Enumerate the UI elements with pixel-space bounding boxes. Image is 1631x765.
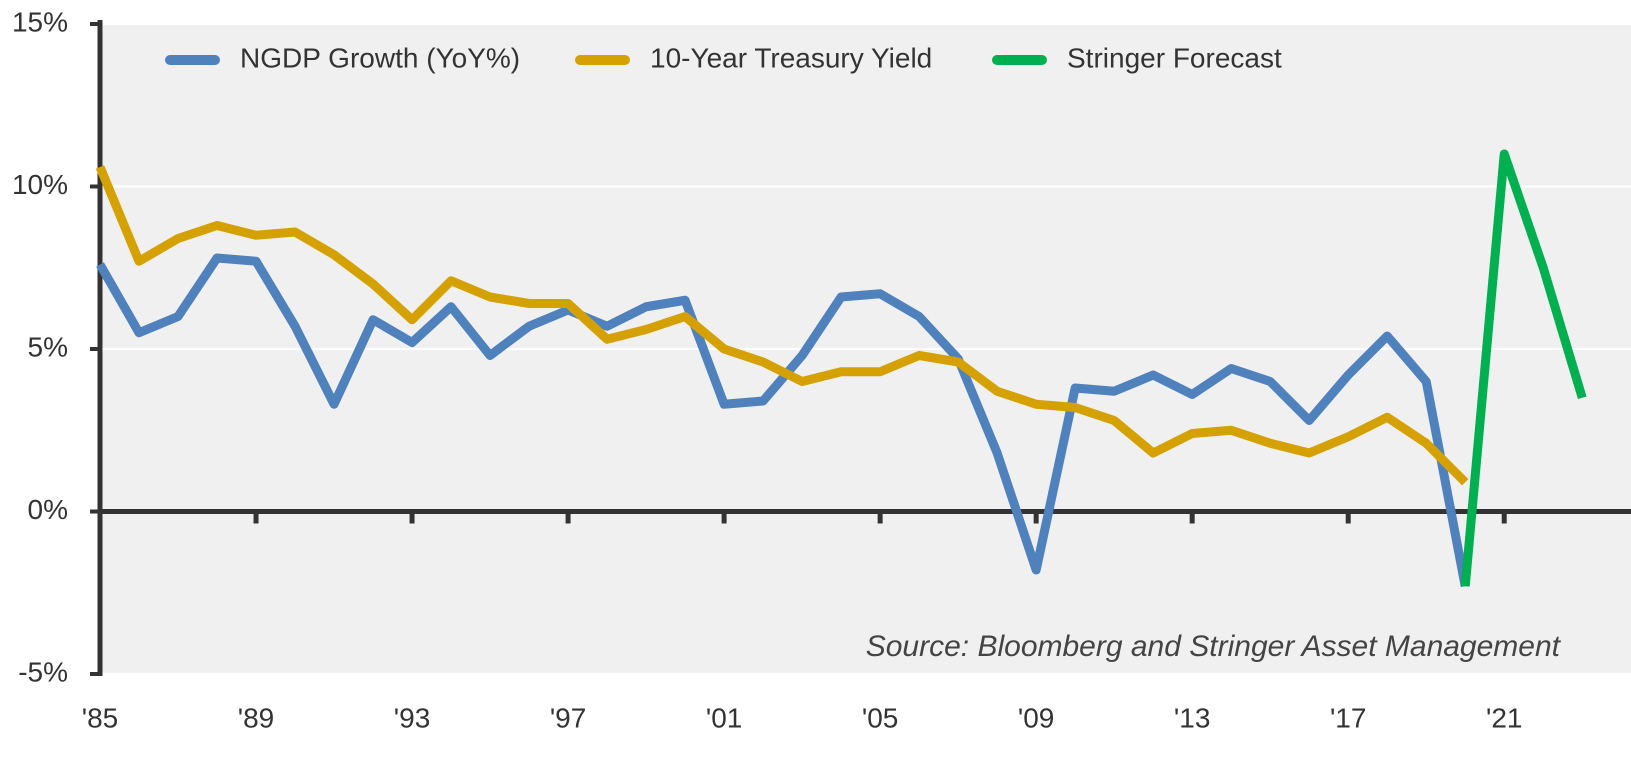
x-tick-label: '97 (550, 702, 587, 733)
x-tick-label: '93 (394, 702, 431, 733)
legend-label: 10-Year Treasury Yield (650, 42, 932, 73)
y-tick-label: 5% (28, 331, 68, 362)
source-note: Source: Bloomberg and Stringer Asset Man… (866, 630, 1562, 663)
y-tick-label: -5% (18, 656, 68, 687)
x-tick-label: '05 (862, 702, 899, 733)
x-tick-label: '09 (1018, 702, 1055, 733)
x-tick-label: '89 (238, 702, 275, 733)
series-line (96, 253, 1470, 588)
x-tick-label: '13 (1174, 702, 1211, 733)
series-line (95, 165, 1469, 486)
series-line (1460, 149, 1587, 587)
legend-label: NGDP Growth (YoY%) (240, 42, 520, 73)
y-tick-label: 15% (12, 6, 68, 37)
legend-label: Stringer Forecast (1067, 42, 1282, 73)
x-tick-label: '85 (82, 702, 119, 733)
x-tick-label: '21 (1486, 702, 1523, 733)
x-tick-label: '17 (1330, 702, 1367, 733)
y-tick-label: 0% (28, 494, 68, 525)
x-tick-label: '01 (706, 702, 743, 733)
y-tick-label: 10% (12, 169, 68, 200)
